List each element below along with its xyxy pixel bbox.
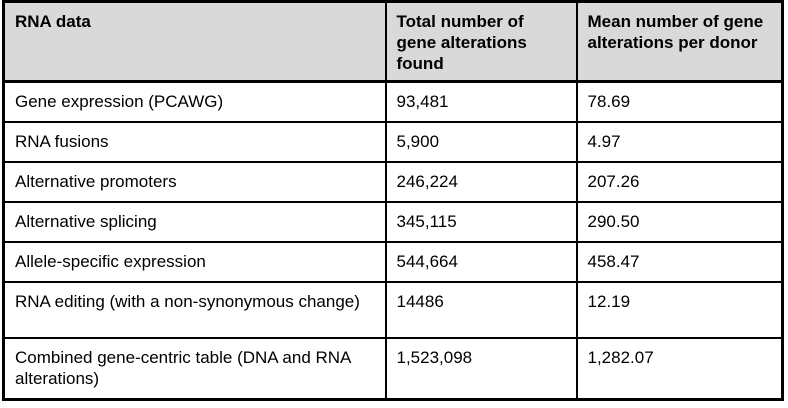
total-value-cell: 246,224 xyxy=(384,160,578,203)
row-label-cell: Alternative splicing xyxy=(2,200,387,243)
mean-value-cell: 1,282.07 xyxy=(575,336,784,401)
row-label-cell: Allele-specific expression xyxy=(2,240,387,283)
row-label-cell: Combined gene-centric table (DNA and RNA… xyxy=(2,336,387,401)
rna-data-table: RNA data Total number of gene alteration… xyxy=(2,0,784,401)
mean-value-cell: 78.69 xyxy=(575,80,784,123)
total-value-cell: 1,523,098 xyxy=(384,336,578,401)
mean-value-cell: 290.50 xyxy=(575,200,784,243)
rna-data-table-container: RNA data Total number of gene alteration… xyxy=(2,0,784,401)
row-label-cell: RNA fusions xyxy=(2,120,387,163)
table-row: Alternative promoters 246,224 207.26 xyxy=(2,160,784,203)
mean-value-cell: 458.47 xyxy=(575,240,784,283)
mean-value-cell: 4.97 xyxy=(575,120,784,163)
column-header-rna-data: RNA data xyxy=(2,0,387,83)
column-header-total-alterations: Total number of gene alterations found xyxy=(384,0,578,83)
total-value-cell: 345,115 xyxy=(384,200,578,243)
table-row: Allele-specific expression 544,664 458.4… xyxy=(2,240,784,283)
header-row: RNA data Total number of gene alteration… xyxy=(2,0,784,83)
table-row: RNA fusions 5,900 4.97 xyxy=(2,120,784,163)
table-row: RNA editing (with a non-synonymous chang… xyxy=(2,280,784,339)
total-value-cell: 5,900 xyxy=(384,120,578,163)
mean-value-cell: 207.26 xyxy=(575,160,784,203)
table-header: RNA data Total number of gene alteration… xyxy=(2,0,784,83)
row-label-cell: RNA editing (with a non-synonymous chang… xyxy=(2,280,387,339)
table-row: Gene expression (PCAWG) 93,481 78.69 xyxy=(2,80,784,123)
total-value-cell: 14486 xyxy=(384,280,578,339)
mean-value-cell: 12.19 xyxy=(575,280,784,339)
total-value-cell: 93,481 xyxy=(384,80,578,123)
row-label-cell: Gene expression (PCAWG) xyxy=(2,80,387,123)
row-label-cell: Alternative promoters xyxy=(2,160,387,203)
table-row: Combined gene-centric table (DNA and RNA… xyxy=(2,336,784,401)
total-value-cell: 544,664 xyxy=(384,240,578,283)
column-header-mean-alterations: Mean number of gene alterations per dono… xyxy=(575,0,784,83)
table-row: Alternative splicing 345,115 290.50 xyxy=(2,200,784,243)
table-body: Gene expression (PCAWG) 93,481 78.69 RNA… xyxy=(2,80,784,401)
